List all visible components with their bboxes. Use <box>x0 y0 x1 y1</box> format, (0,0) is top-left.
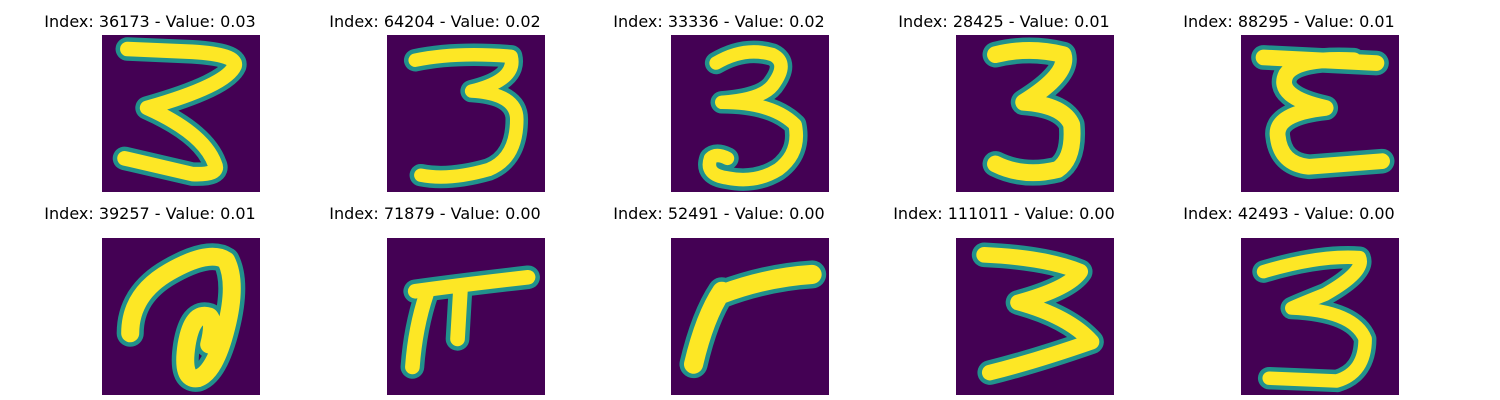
digit-3-angular-icon <box>956 238 1114 395</box>
digit-panel-1: Index: 36173 - Value: 0.03 <box>0 0 300 192</box>
panel-title: Index: 71879 - Value: 0.00 <box>329 204 541 223</box>
digit-3-curly-icon <box>671 35 829 192</box>
digit-3-icon <box>387 35 545 192</box>
panel-title: Index: 33336 - Value: 0.02 <box>613 12 825 31</box>
panel-title: Index: 28425 - Value: 0.01 <box>898 12 1110 31</box>
digit-7-hook-icon <box>671 238 829 395</box>
panel-title: Index: 52491 - Value: 0.00 <box>613 204 825 223</box>
digit-panel-6: Index: 39257 - Value: 0.01 <box>0 200 300 395</box>
digit-3-round-icon <box>1241 238 1399 395</box>
digit-3-zigzag-icon <box>102 35 260 192</box>
digit-panel-7: Index: 71879 - Value: 0.00 <box>285 200 585 395</box>
digit-3-narrow-icon <box>956 35 1114 192</box>
digit-panel-8: Index: 52491 - Value: 0.00 <box>569 200 869 395</box>
panel-title: Index: 88295 - Value: 0.01 <box>1183 12 1395 31</box>
digit-panel-4: Index: 28425 - Value: 0.01 <box>854 0 1154 192</box>
panel-title: Index: 36173 - Value: 0.03 <box>44 12 256 31</box>
digit-panel-2: Index: 64204 - Value: 0.02 <box>285 0 585 192</box>
digit-3-epsilon-icon <box>1241 35 1399 192</box>
digit-loop-a-icon <box>102 238 260 395</box>
digit-panel-5: Index: 88295 - Value: 0.01 <box>1139 0 1439 192</box>
panel-title: Index: 64204 - Value: 0.02 <box>329 12 541 31</box>
digit-panel-3: Index: 33336 - Value: 0.02 <box>569 0 869 192</box>
panel-title: Index: 111011 - Value: 0.00 <box>893 204 1115 223</box>
digit-pi-shape-icon <box>387 238 545 395</box>
digit-panel-10: Index: 42493 - Value: 0.00 <box>1139 200 1439 395</box>
panel-title: Index: 39257 - Value: 0.01 <box>44 204 256 223</box>
digit-panel-9: Index: 111011 - Value: 0.00 <box>854 200 1154 395</box>
panel-title: Index: 42493 - Value: 0.00 <box>1183 204 1395 223</box>
